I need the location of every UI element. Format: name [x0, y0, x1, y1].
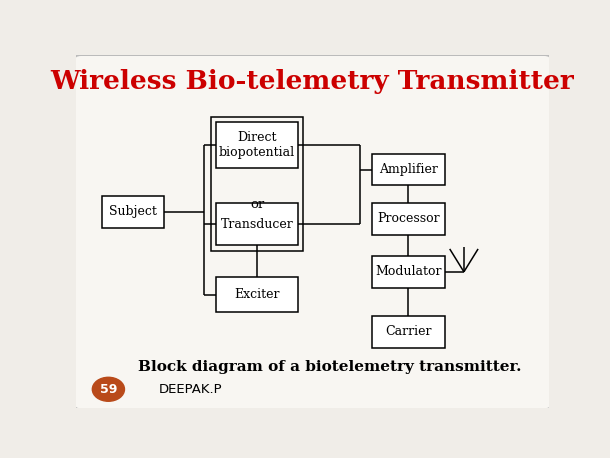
Text: Transducer: Transducer	[221, 218, 293, 231]
Bar	[211, 117, 303, 251]
Bar	[216, 203, 298, 245]
Text: Wireless Bio-telemetry Transmitter: Wireless Bio-telemetry Transmitter	[51, 69, 575, 94]
Bar	[371, 316, 445, 348]
Text: Direct
biopotential: Direct biopotential	[219, 131, 295, 159]
Bar	[216, 277, 298, 312]
Text: Subject: Subject	[109, 205, 157, 218]
Text: Carrier: Carrier	[385, 325, 432, 338]
Text: Modulator: Modulator	[375, 265, 442, 278]
Bar	[371, 154, 445, 185]
Text: 59: 59	[99, 383, 117, 396]
Circle shape	[92, 377, 124, 401]
Text: Amplifier: Amplifier	[379, 163, 438, 176]
Bar	[371, 203, 445, 235]
Text: Exciter: Exciter	[234, 288, 280, 301]
Text: Block diagram of a biotelemetry transmitter.: Block diagram of a biotelemetry transmit…	[138, 360, 521, 374]
Text: DEEPAK.P: DEEPAK.P	[159, 383, 223, 396]
Bar	[102, 196, 163, 228]
Text: Processor: Processor	[377, 213, 440, 225]
FancyBboxPatch shape	[74, 55, 551, 409]
Bar	[371, 256, 445, 288]
Bar	[216, 122, 298, 168]
Text: or: or	[250, 198, 265, 211]
